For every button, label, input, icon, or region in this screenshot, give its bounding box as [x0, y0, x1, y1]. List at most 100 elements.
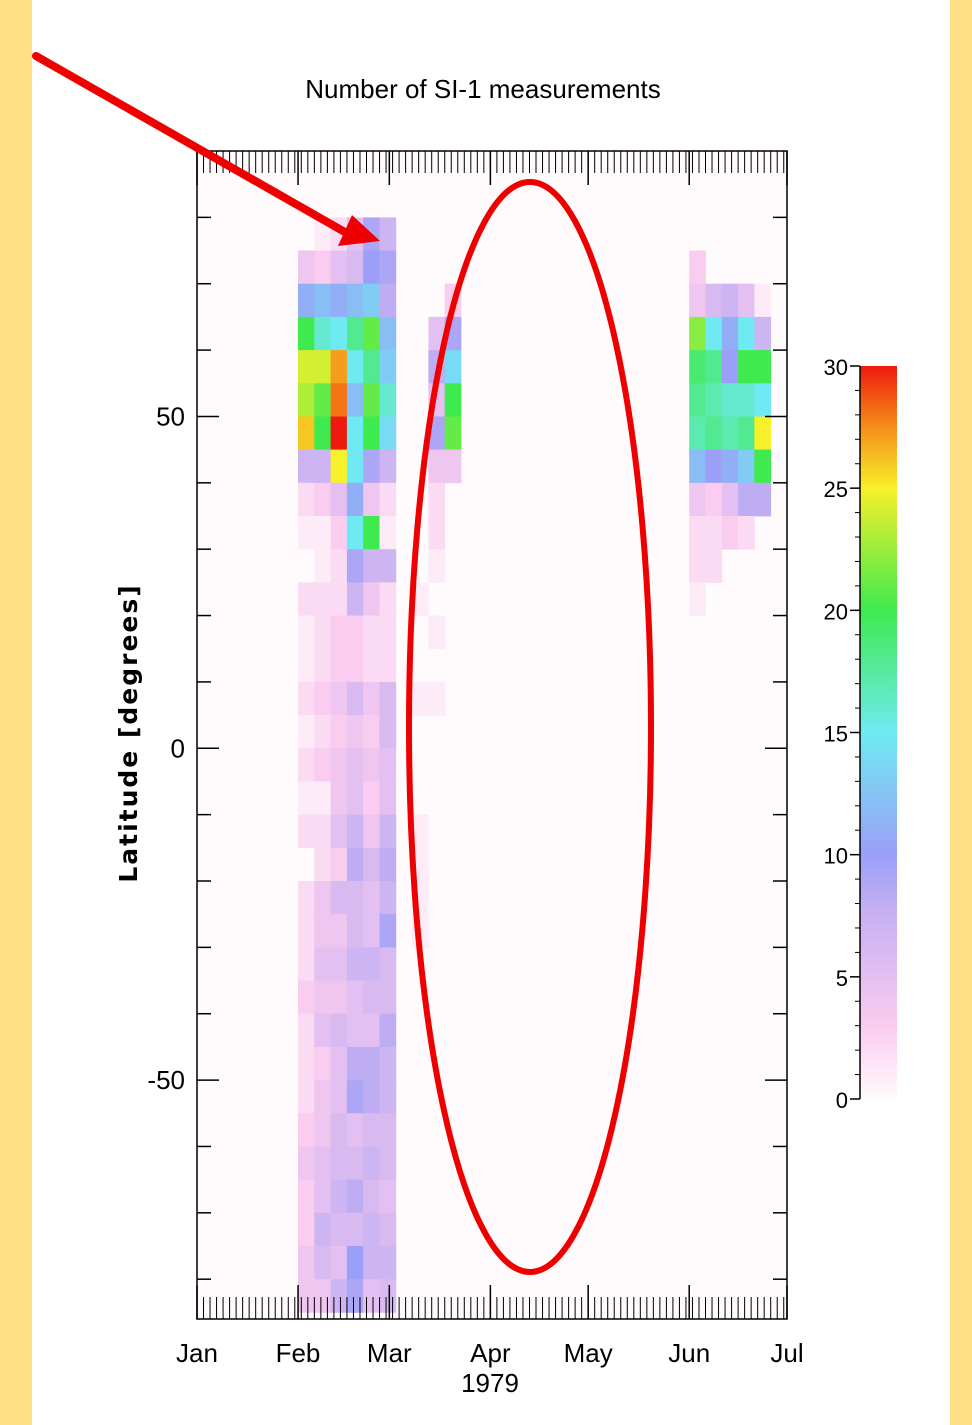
heatmap-cell	[379, 847, 397, 882]
heatmap-cell	[330, 715, 348, 749]
heatmap-cell	[298, 383, 315, 417]
heatmap-cell	[314, 1146, 331, 1181]
heatmap-cell	[298, 980, 315, 1015]
heatmap-cell	[721, 383, 739, 417]
heatmap-cell	[379, 980, 397, 1015]
heatmap-cell	[330, 814, 348, 849]
heatmap-cell	[379, 1279, 397, 1313]
heatmap-cell	[428, 316, 446, 351]
heatmap-cell	[363, 881, 380, 915]
heatmap-cell	[346, 914, 364, 948]
heatmap-cell	[363, 283, 380, 318]
heatmap-cell	[379, 781, 397, 816]
heatmap-cell	[428, 549, 446, 583]
heatmap-cell	[363, 947, 380, 981]
heatmap-cell	[705, 449, 723, 484]
heatmap-cell	[379, 615, 397, 650]
heatmap-cell	[314, 1246, 331, 1280]
heatmap-cell	[363, 350, 380, 384]
heatmap-cell	[298, 914, 315, 948]
heatmap-cell	[689, 283, 706, 318]
heatmap-cell	[314, 748, 331, 782]
heatmap-cell	[363, 516, 380, 550]
heatmap-cell	[379, 947, 397, 981]
heatmap-cell	[314, 1113, 331, 1147]
heatmap-cell	[330, 1046, 348, 1081]
heatmap-cell	[379, 549, 397, 583]
heatmap-cell	[346, 383, 364, 417]
heatmap-cell	[738, 482, 755, 517]
heatmap-cell	[330, 449, 348, 484]
heatmap-cell	[330, 947, 348, 981]
heatmap-cell	[428, 449, 446, 484]
heatmap-cell	[330, 416, 348, 451]
heatmap-cell	[314, 781, 331, 816]
heatmap-cell	[314, 947, 331, 981]
heatmap-cell	[298, 1212, 315, 1247]
heatmap-cell	[379, 814, 397, 849]
heatmap-cell	[363, 582, 380, 616]
heatmap-cell	[298, 1080, 315, 1114]
heatmap-cell	[705, 416, 723, 451]
heatmap-cell	[314, 914, 331, 948]
heatmap-cell	[314, 516, 331, 550]
heatmap-cell	[363, 482, 380, 517]
heatmap-cell	[346, 1212, 364, 1247]
heatmap-cell	[754, 482, 772, 517]
heatmap-cell	[298, 1179, 315, 1214]
heatmap-cell	[314, 814, 331, 849]
heatmap-cell	[314, 283, 331, 318]
heatmap-cell	[428, 615, 446, 650]
heatmap-cell	[363, 1279, 380, 1313]
heatmap-cell	[363, 1113, 380, 1147]
heatmap-cell	[363, 615, 380, 650]
heatmap-cell	[330, 1013, 348, 1048]
heatmap-cell	[444, 416, 462, 451]
colorbar-tick-label: 25	[824, 477, 848, 502]
heatmap-cell	[346, 549, 364, 583]
heatmap-cell	[298, 1046, 315, 1081]
heatmap-cell	[705, 283, 723, 318]
heatmap-cell	[363, 648, 380, 683]
colorbar-tick-label: 15	[824, 722, 848, 747]
heatmap-cell	[738, 416, 755, 451]
heatmap-cell	[379, 416, 397, 451]
heatmap-cell	[298, 1246, 315, 1280]
heatmap-cell	[314, 1179, 331, 1214]
heatmap-cell	[346, 980, 364, 1015]
heatmap-cell	[314, 1080, 331, 1114]
heatmap-cell	[346, 1179, 364, 1214]
heatmap-cell	[346, 482, 364, 517]
heatmap-cell	[363, 980, 380, 1015]
colorbar-tick-label: 10	[824, 844, 848, 869]
heatmap-cell	[379, 350, 397, 384]
heatmap-cell	[314, 549, 331, 583]
heatmap-cell	[379, 582, 397, 616]
heatmap-cell	[379, 516, 397, 550]
heatmap-cell	[379, 648, 397, 683]
heatmap-cell	[314, 449, 331, 484]
heatmap-cell	[379, 715, 397, 749]
heatmap-cell	[412, 814, 429, 849]
heatmap-cell	[346, 416, 364, 451]
heatmap-cell	[721, 516, 739, 550]
heatmap-cell	[346, 350, 364, 384]
heatmap-cell	[363, 781, 380, 816]
heatmap-cell	[754, 383, 772, 417]
heatmap-cell	[298, 814, 315, 849]
heatmap-cell	[689, 582, 706, 616]
heatmap-cell	[330, 615, 348, 650]
heatmap-cell	[330, 748, 348, 782]
heatmap-cell	[346, 615, 364, 650]
heatmap-cell	[330, 549, 348, 583]
heatmap-cell	[298, 648, 315, 683]
heatmap-cell	[379, 482, 397, 517]
heatmap-cell	[412, 582, 429, 616]
heatmap-cell	[346, 1279, 364, 1313]
heatmap-cell	[330, 482, 348, 517]
heatmap-cell	[346, 1246, 364, 1280]
heatmap-cell	[363, 1212, 380, 1247]
colorbar-tick-label: 5	[836, 966, 848, 991]
heatmap-cell	[444, 383, 462, 417]
heatmap-cell	[298, 1279, 315, 1313]
